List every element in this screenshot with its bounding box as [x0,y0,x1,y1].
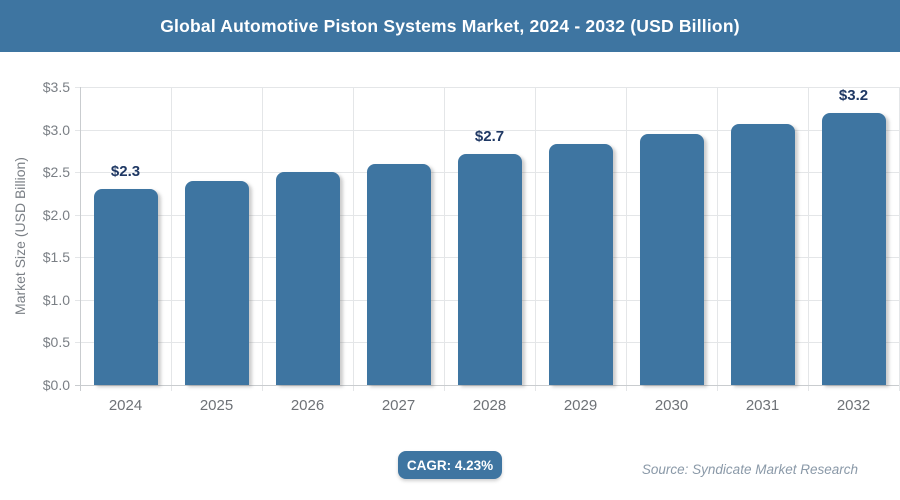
y-tick-label: $3.0 [42,122,70,138]
bar-2028 [458,154,522,385]
gridline-vertical [353,87,354,391]
gridline-vertical [535,87,536,391]
bar-2029 [549,144,613,385]
gridline-vertical [717,87,718,391]
x-tick-label: 2025 [199,397,234,414]
gridline-horizontal [75,130,899,131]
x-tick-label: 2024 [108,397,143,414]
bar-value-label: $3.2 [838,87,869,104]
x-tick-label: 2029 [563,397,598,414]
x-axis-line [75,385,899,386]
bar-value-label: $2.7 [474,128,505,145]
bar-2026 [276,172,340,385]
bar-2031 [731,124,795,385]
y-tick-label: $2.5 [42,164,70,180]
x-tick-label: 2030 [654,397,689,414]
bar-2030 [640,134,704,385]
x-tick-label: 2026 [290,397,325,414]
y-tick-label: $2.0 [42,207,70,223]
cagr-badge-label: CAGR: 4.23% [406,457,494,473]
y-tick-label: $0.0 [42,377,70,393]
bar-2032 [822,113,886,385]
y-axis-line [80,87,81,391]
y-tick-label: $0.5 [42,334,70,350]
y-tick-label: $3.5 [42,79,70,95]
gridline-vertical [808,87,809,391]
bar-value-label: $2.3 [110,163,141,180]
y-tick-label: $1.5 [42,249,70,265]
bar-2025 [185,181,249,385]
chart-title-bar: Global Automotive Piston Systems Market,… [0,0,900,52]
x-tick-label: 2032 [836,397,871,414]
y-tick-label: $1.0 [42,292,70,308]
x-tick-label: 2028 [472,397,507,414]
gridline-vertical [262,87,263,391]
gridline-vertical [444,87,445,391]
gridline-vertical [171,87,172,391]
gridline-horizontal [75,87,899,88]
x-tick-label: 2027 [381,397,416,414]
source-credit: Source: Syndicate Market Research [641,462,858,477]
cagr-badge: CAGR: 4.23% [398,451,502,479]
bar-2027 [367,164,431,385]
x-tick-label: 2031 [745,397,780,414]
chart-title: Global Automotive Piston Systems Market,… [160,15,740,36]
gridline-vertical [626,87,627,391]
bar-2024 [94,189,158,385]
